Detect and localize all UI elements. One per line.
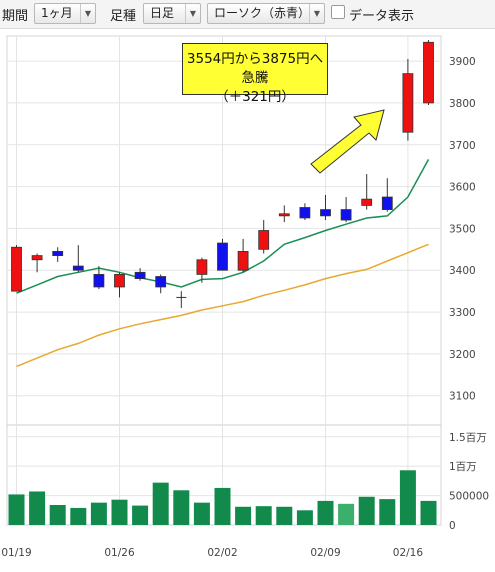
candle-body: [52, 251, 64, 256]
candle-body: [93, 274, 105, 288]
volume-bar: [276, 506, 293, 525]
chart-area: 3100 3200 3300 3400 3500 3600 3700 3800 3900 0 500…: [0, 28, 495, 568]
candle-body: [196, 259, 208, 275]
chevron-down-icon: ▼: [185, 4, 200, 23]
volume-bars: [8, 470, 437, 525]
volume-bar: [379, 499, 396, 525]
candle-body: [11, 246, 22, 292]
ma-long-line: [16, 243, 429, 368]
date-tick-label: 01/19: [1, 547, 31, 559]
candle-type-select-value: 日足: [150, 6, 175, 20]
volume-tick-label: 0: [449, 520, 456, 532]
candle-body: [31, 255, 43, 261]
volume-bar: [8, 494, 25, 525]
volume-bar: [235, 506, 252, 525]
date-tick-label: 01/26: [104, 547, 135, 559]
price-tick-label: 3500: [449, 223, 476, 235]
candle-body: [320, 209, 331, 217]
period-select-value: 1ヶ月: [41, 6, 73, 20]
moving-averages: [16, 159, 430, 368]
volume-bar: [193, 502, 210, 525]
price-tick-label: 3400: [449, 265, 476, 277]
chart-style-select[interactable]: ローソク（赤青） ▼: [207, 3, 325, 24]
candle-body: [299, 207, 311, 219]
volume-bar: [255, 506, 272, 525]
price-tick-label: 3200: [449, 349, 476, 361]
candle-body: [237, 251, 249, 271]
volume-bar: [317, 500, 334, 525]
volume-bar: [49, 505, 66, 525]
annotation-line-1: 3554円から3875円へ急騰: [186, 51, 324, 86]
candle-body: [72, 265, 84, 271]
axis-labels: 3100 3200 3300 3400 3500 3600 3700 3800 3900 0 500…: [1, 56, 489, 559]
candle-body: [278, 213, 290, 217]
price-tick-label: 3600: [449, 182, 476, 194]
volume-bar: [70, 507, 87, 525]
candle-body: [423, 41, 434, 104]
candle-body: [361, 198, 373, 206]
candle-body: [155, 276, 167, 288]
candle-body: [217, 242, 228, 271]
price-tick-label: 3900: [449, 56, 476, 68]
candle-body: [114, 274, 125, 288]
candle-body: [258, 230, 270, 250]
volume-bar: [90, 502, 107, 525]
chart-toolbar: 期間 1ヶ月 ▼ 足種 日足 ▼ ローソク（赤青） ▼ データ表示: [0, 0, 495, 29]
volume-bar: [29, 491, 46, 525]
candlestick-chart: 3100 3200 3300 3400 3500 3600 3700 3800 3900 0 500…: [1, 35, 489, 559]
price-tick-label: 3300: [449, 307, 476, 319]
volume-bar: [214, 487, 231, 525]
period-label: 期間: [2, 9, 29, 24]
volume-bar: [152, 482, 169, 525]
ma-short-line: [16, 159, 430, 294]
price-tick-label: 3800: [449, 98, 476, 110]
annotation-callout: 3554円から3875円へ急騰 （＋321円）: [182, 43, 328, 105]
candles: [11, 40, 434, 308]
volume-tick-label: 1百万: [449, 461, 477, 473]
chart-style-select-value: ローソク（赤青）: [214, 6, 311, 20]
price-tick-label: 3700: [449, 140, 476, 152]
candle-body: [402, 73, 414, 133]
data-display-checkbox[interactable]: [331, 5, 345, 19]
volume-tick-label: 1.5百万: [449, 432, 487, 444]
plot-frame: [6, 35, 442, 526]
candle-body: [381, 196, 393, 210]
volume-bar: [173, 490, 190, 525]
volume-bar: [358, 496, 375, 525]
arrow-icon: [310, 109, 385, 174]
chevron-down-icon: ▼: [309, 4, 324, 23]
price-tick-label: 3100: [449, 391, 476, 403]
grid: [6, 35, 442, 526]
volume-bar: [296, 510, 313, 525]
candle-body: [134, 271, 146, 280]
date-tick-label: 02/02: [207, 547, 237, 559]
volume-bar: [420, 500, 437, 525]
arrow-icon: [310, 109, 385, 174]
volume-tick-label: 500000: [449, 491, 489, 503]
period-select[interactable]: 1ヶ月 ▼: [34, 3, 96, 24]
volume-bar: [338, 503, 355, 525]
chevron-down-icon: ▼: [80, 4, 95, 23]
candle-type-select[interactable]: 日足 ▼: [143, 3, 201, 24]
date-tick-label: 02/16: [393, 547, 424, 559]
volume-bar: [111, 499, 128, 525]
date-tick-label: 02/09: [310, 547, 340, 559]
annotation-line-2: （＋321円）: [215, 89, 295, 105]
volume-bar: [399, 470, 416, 525]
data-display-label: データ表示: [349, 9, 415, 24]
candle-type-label: 足種: [110, 9, 137, 24]
volume-bar: [132, 505, 149, 525]
candle-body: [340, 209, 352, 221]
